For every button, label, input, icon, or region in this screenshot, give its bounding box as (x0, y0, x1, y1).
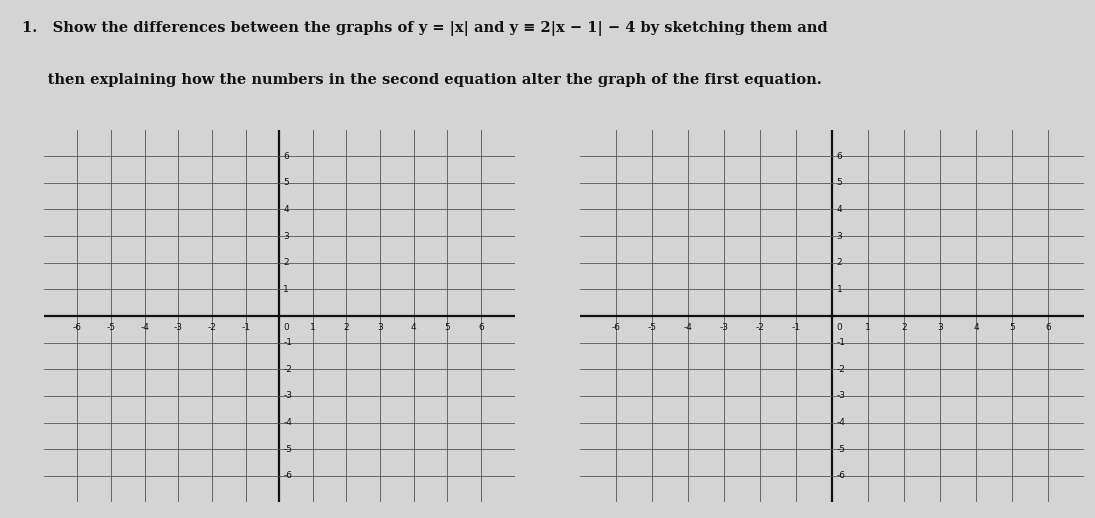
Text: 2: 2 (901, 323, 907, 332)
Text: -5: -5 (648, 323, 657, 332)
Text: -5: -5 (106, 323, 116, 332)
Text: 1: 1 (310, 323, 315, 332)
Text: -4: -4 (284, 418, 292, 427)
Text: 1.   Show the differences between the graphs of y = |x| and y ≡ 2|x − 1| − 4 by : 1. Show the differences between the grap… (22, 21, 828, 36)
Text: -3: -3 (837, 392, 845, 400)
Text: -5: -5 (837, 444, 845, 454)
Text: -6: -6 (837, 471, 845, 480)
Text: 3: 3 (937, 323, 943, 332)
Text: -3: -3 (174, 323, 183, 332)
Text: 3: 3 (284, 232, 289, 240)
Text: -3: -3 (719, 323, 729, 332)
Text: 2: 2 (344, 323, 349, 332)
Text: -3: -3 (284, 392, 292, 400)
Text: 5: 5 (1010, 323, 1015, 332)
Text: -4: -4 (684, 323, 693, 332)
Text: 1: 1 (284, 285, 289, 294)
Text: then explaining how the numbers in the second equation alter the graph of the fi: then explaining how the numbers in the s… (22, 73, 821, 87)
Text: -1: -1 (837, 338, 845, 347)
Text: 6: 6 (479, 323, 484, 332)
Text: 4: 4 (973, 323, 979, 332)
Text: -4: -4 (837, 418, 845, 427)
Text: 5: 5 (445, 323, 450, 332)
Text: 1: 1 (837, 285, 842, 294)
Text: -6: -6 (284, 471, 292, 480)
Text: 6: 6 (284, 152, 289, 161)
Text: -6: -6 (612, 323, 621, 332)
Text: -5: -5 (284, 444, 292, 454)
Text: 2: 2 (284, 258, 289, 267)
Text: -1: -1 (284, 338, 292, 347)
Text: -2: -2 (837, 365, 845, 374)
Text: 6: 6 (837, 152, 842, 161)
Text: 5: 5 (284, 178, 289, 188)
Text: 2: 2 (837, 258, 842, 267)
Text: -1: -1 (792, 323, 800, 332)
Text: -6: -6 (73, 323, 82, 332)
Text: 4: 4 (411, 323, 416, 332)
Text: 3: 3 (837, 232, 842, 240)
Text: 0: 0 (837, 323, 842, 333)
Text: -1: -1 (241, 323, 250, 332)
Text: 3: 3 (378, 323, 383, 332)
Text: -2: -2 (756, 323, 764, 332)
Text: -4: -4 (140, 323, 149, 332)
Text: -2: -2 (284, 365, 292, 374)
Text: 4: 4 (284, 205, 289, 214)
Text: 4: 4 (837, 205, 842, 214)
Text: -2: -2 (208, 323, 217, 332)
Text: 5: 5 (837, 178, 842, 188)
Text: 1: 1 (865, 323, 871, 332)
Text: 0: 0 (284, 323, 289, 333)
Text: 6: 6 (1046, 323, 1051, 332)
